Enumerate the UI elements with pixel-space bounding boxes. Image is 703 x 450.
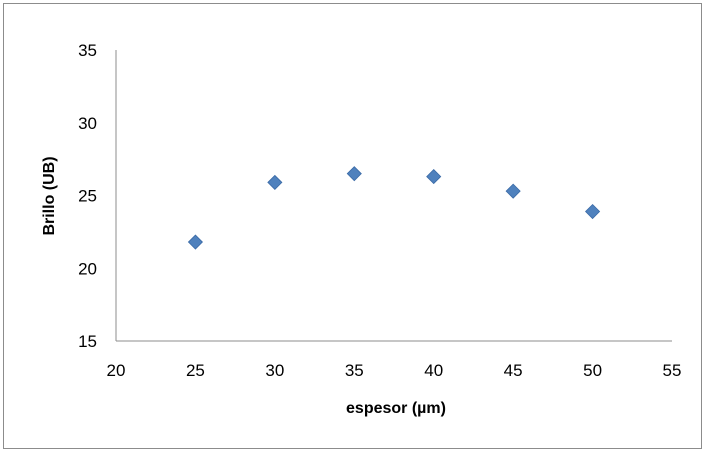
- x-tick-label: 35: [345, 361, 364, 380]
- data-point: [267, 174, 283, 190]
- x-tick-label: 20: [107, 361, 126, 380]
- axes: [115, 50, 672, 342]
- x-tick-label: 55: [663, 361, 682, 380]
- chart-frame: [3, 3, 702, 449]
- y-tick-label: 25: [78, 187, 97, 206]
- y-tick-label: 15: [78, 332, 97, 351]
- data-point: [505, 183, 521, 199]
- y-tick-label: 30: [78, 114, 97, 133]
- y-axis-title: Brillo (UB): [41, 156, 58, 235]
- data-point: [426, 169, 442, 185]
- x-tick-label: 40: [424, 361, 443, 380]
- x-tick-label: 25: [186, 361, 205, 380]
- y-tick-label: 20: [78, 259, 97, 278]
- data-point: [346, 166, 362, 182]
- y-tick-labels: 15 20 25 30 35: [78, 41, 97, 351]
- data-point: [585, 203, 601, 220]
- x-tick-labels: 20 25 30 35 40 45 50 55: [107, 361, 682, 380]
- y-tick-label: 35: [78, 41, 97, 60]
- x-tick-label: 50: [583, 361, 602, 380]
- x-axis-title: espesor (µm): [346, 400, 446, 417]
- x-tick-label: 30: [265, 361, 284, 380]
- data-points: [187, 166, 601, 250]
- x-tick-label: 45: [504, 361, 523, 380]
- data-point: [187, 234, 203, 250]
